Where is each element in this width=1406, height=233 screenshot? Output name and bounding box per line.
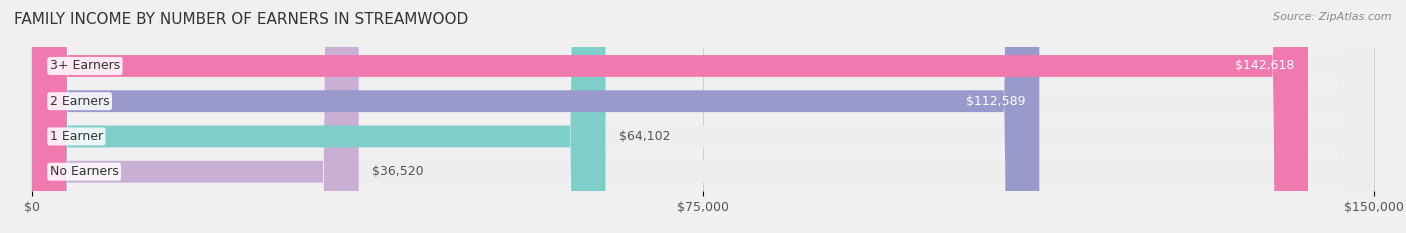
Text: FAMILY INCOME BY NUMBER OF EARNERS IN STREAMWOOD: FAMILY INCOME BY NUMBER OF EARNERS IN ST… — [14, 12, 468, 27]
FancyBboxPatch shape — [32, 0, 1308, 233]
FancyBboxPatch shape — [32, 0, 1374, 233]
Text: $142,618: $142,618 — [1236, 59, 1295, 72]
Text: $36,520: $36,520 — [373, 165, 423, 178]
Text: 2 Earners: 2 Earners — [49, 95, 110, 108]
Text: 3+ Earners: 3+ Earners — [49, 59, 120, 72]
FancyBboxPatch shape — [32, 0, 1374, 233]
FancyBboxPatch shape — [32, 0, 1039, 233]
Text: $112,589: $112,589 — [966, 95, 1026, 108]
Text: $64,102: $64,102 — [619, 130, 671, 143]
Text: 1 Earner: 1 Earner — [49, 130, 103, 143]
FancyBboxPatch shape — [32, 0, 606, 233]
Text: Source: ZipAtlas.com: Source: ZipAtlas.com — [1274, 12, 1392, 22]
Text: No Earners: No Earners — [49, 165, 118, 178]
FancyBboxPatch shape — [32, 0, 1374, 233]
FancyBboxPatch shape — [32, 0, 1374, 233]
FancyBboxPatch shape — [32, 0, 359, 233]
